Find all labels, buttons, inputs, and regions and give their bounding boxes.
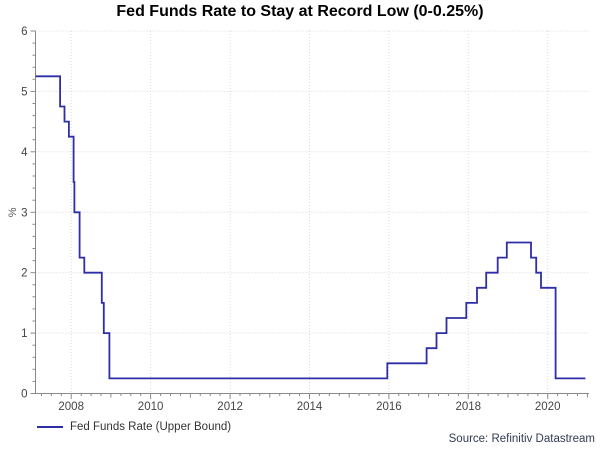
y-tick-label: 4 — [21, 147, 28, 159]
y-axis: 0 1 2 3 4 5 6% — [7, 26, 36, 401]
y-tick-label: 1 — [21, 328, 27, 340]
legend-label: Fed Funds Rate (Upper Bound) — [70, 420, 232, 433]
x-tick-label: 2020 — [535, 401, 561, 413]
x-axis: 2008 2010 2012 2014 2016 2018 2020 — [35, 393, 589, 413]
chart-title: Fed Funds Rate to Stay at Record Low (0-… — [116, 3, 484, 20]
y-tick-label: 0 — [21, 389, 27, 401]
legend-line-swatch — [37, 425, 63, 428]
fed-funds-rate-line — [35, 75, 586, 380]
x-tick-label: 2016 — [376, 401, 402, 413]
x-tick-label: 2008 — [58, 401, 84, 413]
y-tick-label: 2 — [21, 268, 27, 280]
source-attribution: Source: Refinitiv Datastream — [448, 433, 595, 445]
x-tick-label: 2010 — [138, 401, 164, 413]
legend: Fed Funds Rate (Upper Bound) — [37, 419, 231, 434]
x-tick-label: 2012 — [217, 401, 243, 413]
grid-lines — [35, 30, 589, 394]
y-tick-label: 3 — [21, 207, 27, 219]
y-axis-unit-label: % — [7, 207, 19, 217]
y-tick-label: 6 — [21, 26, 27, 38]
x-tick-label: 2014 — [297, 401, 323, 413]
y-tick-label: 5 — [21, 86, 27, 98]
x-tick-label: 2018 — [456, 401, 482, 413]
